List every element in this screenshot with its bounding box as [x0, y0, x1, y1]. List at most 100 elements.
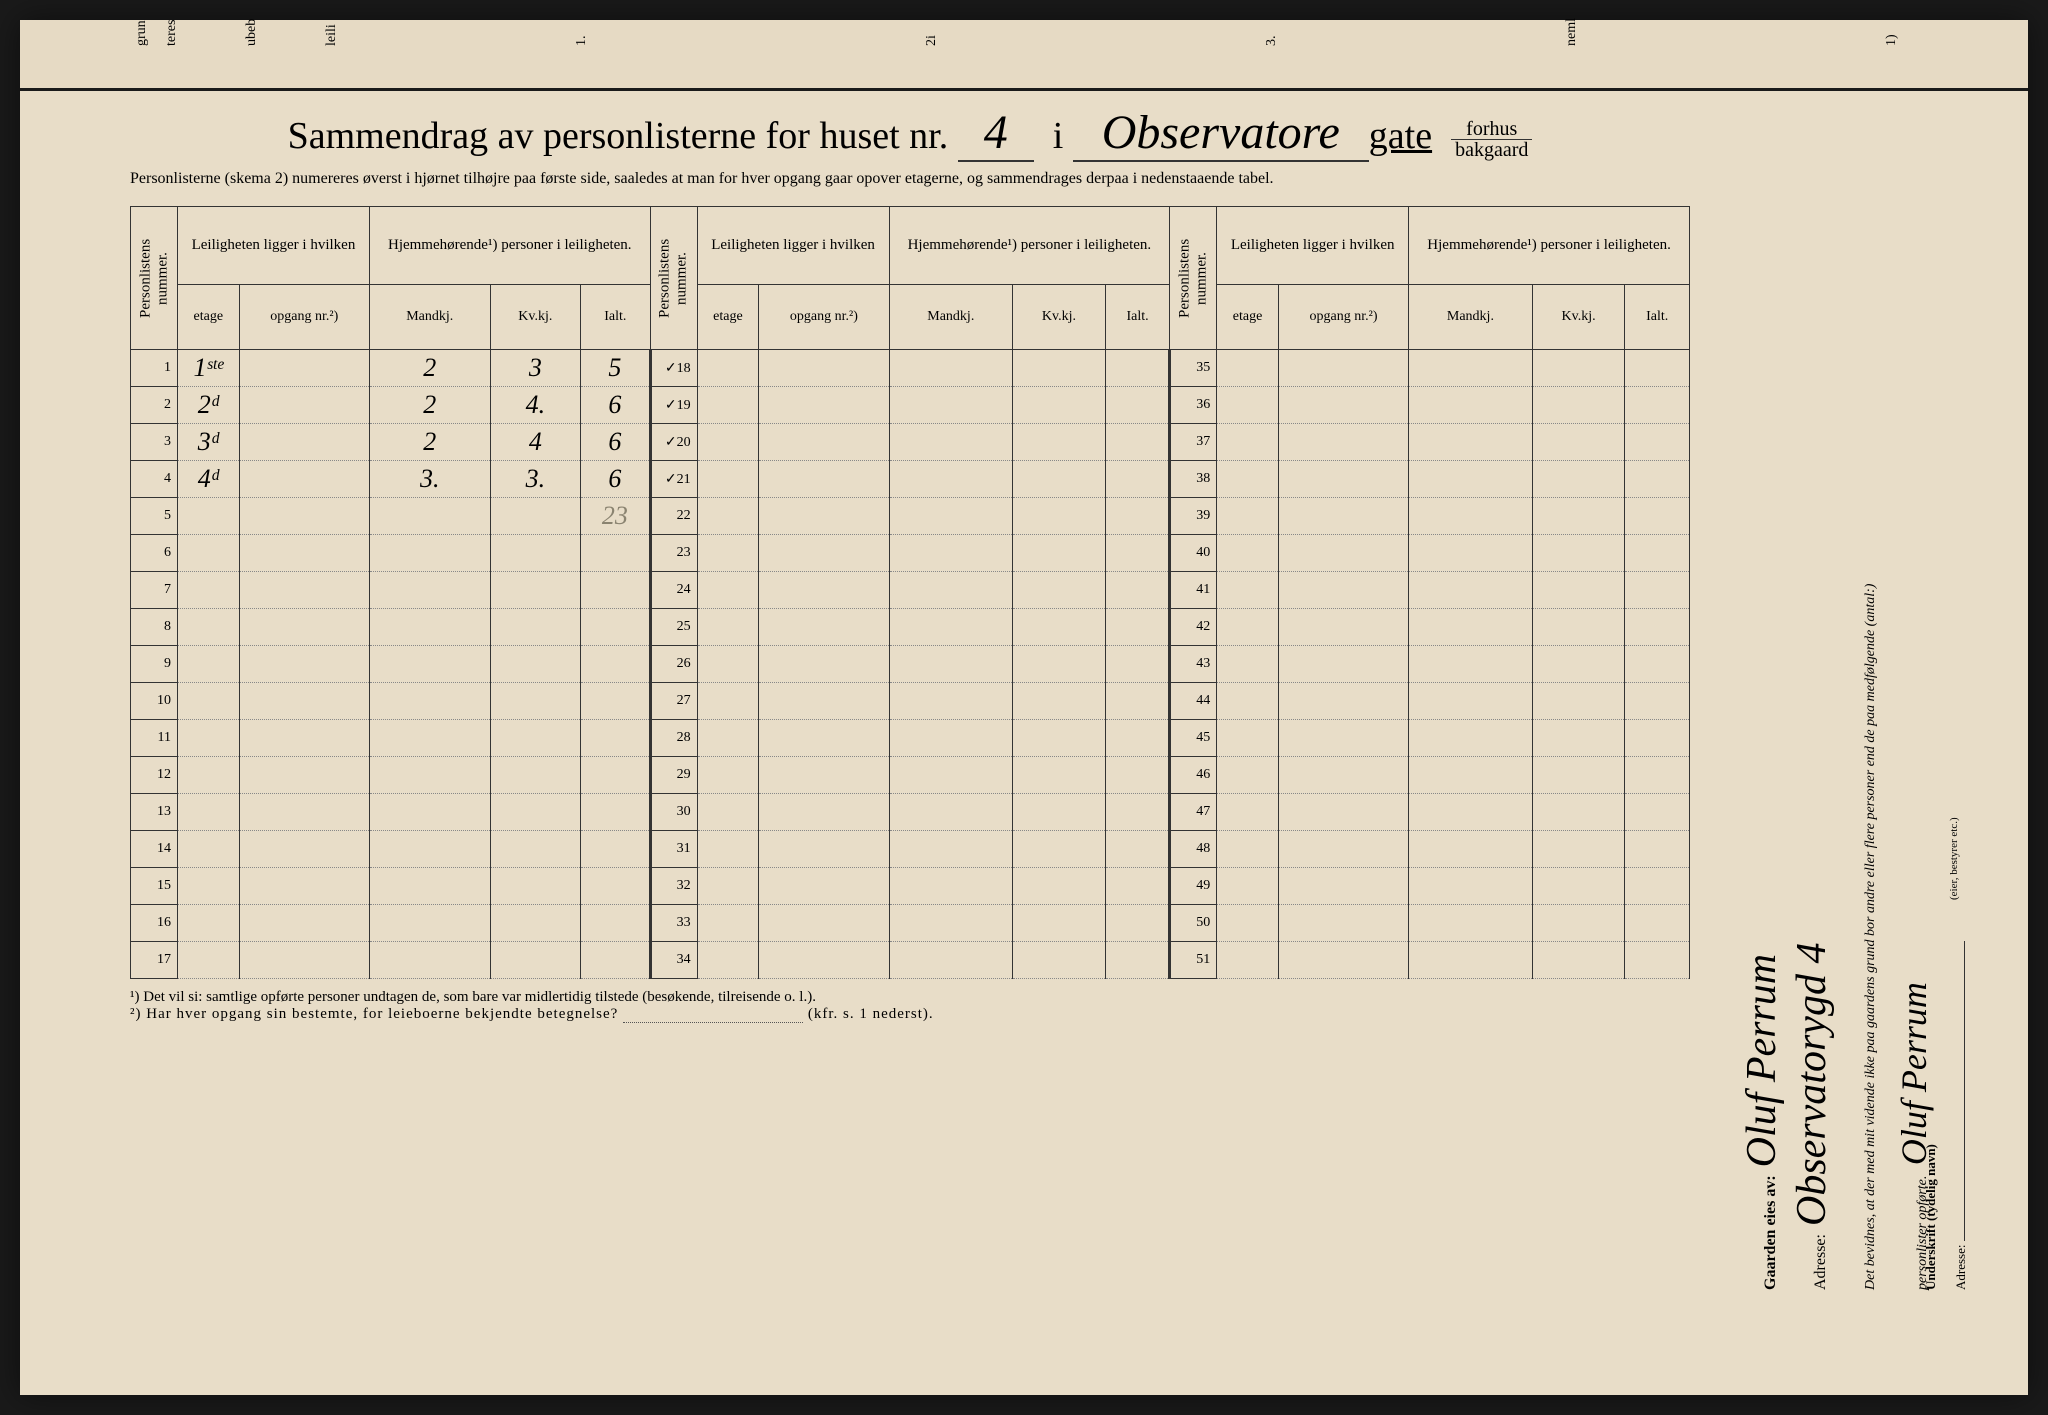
row-num: 4: [131, 461, 178, 498]
cell-mandkj: [369, 683, 490, 720]
row-num-3: 46: [1170, 757, 1217, 794]
sub-etage: etage: [178, 285, 240, 350]
cell-kvkj: [490, 498, 581, 535]
table-row: 72441: [131, 572, 1690, 609]
sub-ialt-2: Ialt.: [1105, 285, 1169, 350]
table-row: 62340: [131, 535, 1690, 572]
cell-etage: [178, 609, 240, 646]
cell-kvkj: [490, 757, 581, 794]
row-num-2: 31: [650, 831, 697, 868]
row-num: 6: [131, 535, 178, 572]
cell-ialt: [581, 831, 651, 868]
row-num-2: 22: [650, 498, 697, 535]
cell-mandkj: [369, 794, 490, 831]
cell-kvkj: [490, 905, 581, 942]
cell-mandkj: 2: [369, 387, 490, 424]
row-num-3: 39: [1170, 498, 1217, 535]
cell-etage: [178, 646, 240, 683]
row-num-3: 50: [1170, 905, 1217, 942]
cell-etage: [178, 794, 240, 831]
cell-etage: [178, 905, 240, 942]
table-row: 82542: [131, 609, 1690, 646]
col-personlistens-3: Personlistens nummer.: [1170, 207, 1217, 350]
cell-opgang: [239, 646, 369, 683]
cell-opgang: [239, 905, 369, 942]
sub-kvkj-3: Kv.kj.: [1532, 285, 1625, 350]
cell-kvkj: [490, 683, 581, 720]
row-num: 7: [131, 572, 178, 609]
summary-table: Personlistens nummer. Leiligheten ligger…: [130, 206, 1690, 979]
sub-mandkj-2: Mandkj.: [889, 285, 1013, 350]
cell-mandkj: [369, 757, 490, 794]
cell-etage: [178, 683, 240, 720]
cell-kvkj: [490, 646, 581, 683]
cell-opgang: [239, 572, 369, 609]
cell-opgang: [239, 498, 369, 535]
table-row: 112845: [131, 720, 1690, 757]
cell-ialt: 6: [581, 424, 651, 461]
col-personlistens-2: Personlistens nummer.: [650, 207, 697, 350]
top-label: grun: [134, 20, 150, 46]
table-row: 44ᵈ3.3.6✓2138: [131, 461, 1690, 498]
row-num: 8: [131, 609, 178, 646]
cell-ialt: [581, 683, 651, 720]
main-form: Sammendrag av personlisterne for huset n…: [130, 105, 1690, 1023]
scanned-form-page: grun teres ubeb leili 1. 2i 3. neml 1) S…: [20, 20, 2028, 1395]
row-num: 9: [131, 646, 178, 683]
top-label: 2i: [924, 35, 940, 46]
side-underskrift: Underskrift (tydelig navn): [1923, 1144, 1938, 1290]
cell-kvkj: [490, 535, 581, 572]
col-leiligheten-3: Leiligheten ligger i hvilken: [1217, 207, 1409, 285]
col-hjemme-2: Hjemmehørende¹) personer i leiligheten.: [889, 207, 1170, 285]
side-adresse-label: Adresse:: [1812, 1234, 1829, 1290]
row-num-2: 33: [650, 905, 697, 942]
sub-mandkj-3: Mandkj.: [1409, 285, 1533, 350]
row-num-2: 28: [650, 720, 697, 757]
cell-etage: [178, 720, 240, 757]
cell-ialt: [581, 609, 651, 646]
col-personlistens: Personlistens nummer.: [131, 207, 178, 350]
row-num-2: 34: [650, 942, 697, 979]
col-leiligheten: Leiligheten ligger i hvilken: [178, 207, 370, 285]
row-num: 5: [131, 498, 178, 535]
owner-signature: Oluf Perrum: [1739, 954, 1785, 1168]
cell-kvkj: 4.: [490, 387, 581, 424]
cell-mandkj: [369, 609, 490, 646]
table-row: 153249: [131, 868, 1690, 905]
table-row: 11ˢᵗᵉ235✓1835: [131, 350, 1690, 387]
row-num-3: 38: [1170, 461, 1217, 498]
table-row: 163350: [131, 905, 1690, 942]
row-num-3: 43: [1170, 646, 1217, 683]
row-num-3: 48: [1170, 831, 1217, 868]
row-num-2: ✓19: [650, 387, 697, 424]
row-num: 3: [131, 424, 178, 461]
cell-mandkj: [369, 868, 490, 905]
top-label: 3.: [1264, 36, 1280, 47]
cell-etage: [178, 535, 240, 572]
row-num-3: 35: [1170, 350, 1217, 387]
cell-opgang: [239, 720, 369, 757]
cell-opgang: [239, 535, 369, 572]
row-num-2: 25: [650, 609, 697, 646]
col-leiligheten-2: Leiligheten ligger i hvilken: [697, 207, 889, 285]
row-num: 10: [131, 683, 178, 720]
row-num-2: 23: [650, 535, 697, 572]
row-num-2: ✓18: [650, 350, 697, 387]
side-gaarden: Gaarden eies av:: [1762, 1175, 1779, 1290]
cell-mandkj: [369, 535, 490, 572]
cell-etage: 4ᵈ: [178, 461, 240, 498]
cell-opgang: [239, 868, 369, 905]
cell-kvkj: 3: [490, 350, 581, 387]
cell-kvkj: [490, 720, 581, 757]
cell-kvkj: [490, 831, 581, 868]
table-row: 22ᵈ24.6✓1936: [131, 387, 1690, 424]
cell-opgang: [239, 683, 369, 720]
cell-ialt: [581, 720, 651, 757]
form-title: Sammendrag av personlisterne for huset n…: [130, 105, 1690, 162]
row-num-3: 37: [1170, 424, 1217, 461]
row-num-2: 30: [650, 794, 697, 831]
cell-mandkj: [369, 720, 490, 757]
sub-etage-2: etage: [697, 285, 759, 350]
sub-opgang: opgang nr.²): [239, 285, 369, 350]
row-num: 15: [131, 868, 178, 905]
